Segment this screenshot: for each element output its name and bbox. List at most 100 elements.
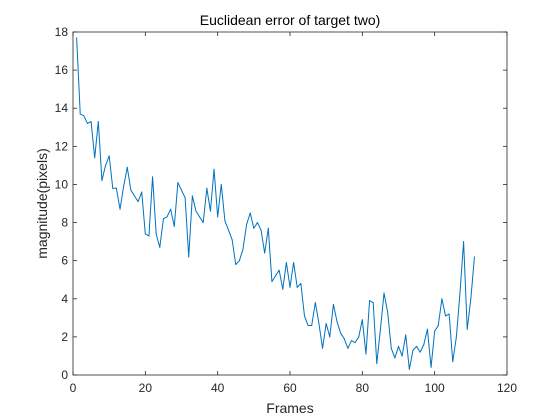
axes-background (73, 32, 507, 375)
data-point (141, 192, 142, 193)
x-tick-label: 120 (497, 381, 517, 395)
data-point (326, 323, 327, 324)
data-point (282, 289, 283, 290)
y-tick-label: 10 (55, 177, 69, 191)
y-tick-label: 0 (61, 368, 68, 382)
data-point (315, 302, 316, 303)
y-tick-label: 16 (55, 63, 69, 77)
data-point (203, 222, 204, 223)
data-point (290, 287, 291, 288)
data-point (246, 224, 247, 225)
data-point (279, 270, 280, 271)
data-point (412, 350, 413, 351)
data-point (217, 216, 218, 217)
data-point (456, 336, 457, 337)
data-point (174, 226, 175, 227)
data-point (105, 165, 106, 166)
data-point (261, 230, 262, 231)
data-point (138, 201, 139, 202)
data-point (293, 262, 294, 263)
x-tick-label: 20 (139, 381, 153, 395)
data-point (369, 300, 370, 301)
y-tick-label: 8 (61, 216, 68, 230)
data-point (159, 247, 160, 248)
y-tick-label: 14 (55, 101, 69, 115)
data-point (80, 113, 81, 114)
data-point (264, 253, 265, 254)
data-point (355, 342, 356, 343)
data-point (474, 256, 475, 257)
data-point (441, 298, 442, 299)
data-point (250, 213, 251, 214)
data-point (116, 188, 117, 189)
data-point (427, 329, 428, 330)
data-point (387, 312, 388, 313)
data-point (351, 340, 352, 341)
data-point (358, 336, 359, 337)
data-point (224, 220, 225, 221)
data-point (87, 123, 88, 124)
data-point (134, 195, 135, 196)
data-point (347, 348, 348, 349)
data-point (235, 264, 236, 265)
data-point (463, 241, 464, 242)
data-point (206, 188, 207, 189)
data-point (452, 361, 453, 362)
y-tick-label: 18 (55, 25, 69, 39)
data-point (167, 216, 168, 217)
data-point (318, 323, 319, 324)
data-point (409, 369, 410, 370)
data-point (188, 256, 189, 257)
data-point (221, 184, 222, 185)
data-point (163, 218, 164, 219)
x-tick-label: 0 (70, 381, 77, 395)
data-point (398, 346, 399, 347)
data-point (405, 334, 406, 335)
data-point (365, 354, 366, 355)
data-point (192, 195, 193, 196)
data-point (253, 228, 254, 229)
x-tick-label: 40 (211, 381, 225, 395)
y-tick-label: 6 (61, 254, 68, 268)
data-point (156, 233, 157, 234)
data-point (304, 315, 305, 316)
y-tick-label: 4 (61, 292, 68, 306)
data-point (242, 249, 243, 250)
data-point (127, 167, 128, 168)
data-point (91, 121, 92, 122)
data-point (373, 302, 374, 303)
data-point (402, 355, 403, 356)
data-point (470, 298, 471, 299)
data-point (112, 188, 113, 189)
data-point (148, 235, 149, 236)
data-point (322, 348, 323, 349)
data-point (228, 230, 229, 231)
data-point (445, 315, 446, 316)
data-point (431, 367, 432, 368)
data-point (210, 211, 211, 212)
data-point (232, 239, 233, 240)
data-point (76, 37, 77, 38)
data-point (257, 222, 258, 223)
data-point (271, 281, 272, 282)
data-point (308, 325, 309, 326)
data-point (199, 216, 200, 217)
y-axis-label: magnitude(pixels) (34, 148, 50, 259)
data-point (286, 262, 287, 263)
data-point (394, 357, 395, 358)
data-point (384, 293, 385, 294)
data-point (123, 186, 124, 187)
data-point (83, 115, 84, 116)
data-point (109, 155, 110, 156)
data-point (434, 331, 435, 332)
data-point (275, 275, 276, 276)
data-point (380, 329, 381, 330)
data-point (152, 176, 153, 177)
data-point (120, 209, 121, 210)
data-point (130, 190, 131, 191)
data-point (376, 363, 377, 364)
data-point (438, 325, 439, 326)
data-point (268, 228, 269, 229)
